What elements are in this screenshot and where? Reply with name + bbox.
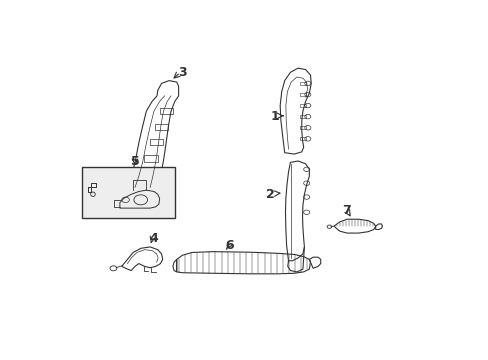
Bar (300, 82, 305, 85)
Bar (82, 167, 175, 218)
Bar (149, 139, 163, 145)
Bar (144, 156, 157, 162)
Text: 1: 1 (270, 110, 279, 123)
Bar (300, 93, 305, 96)
Bar (159, 108, 173, 114)
Text: 6: 6 (225, 239, 234, 252)
Text: 7: 7 (341, 204, 350, 217)
Bar (300, 126, 305, 129)
Text: 5: 5 (130, 154, 139, 167)
Bar (154, 123, 168, 130)
Text: 2: 2 (266, 188, 275, 201)
Bar (300, 115, 305, 118)
Text: 4: 4 (149, 232, 158, 245)
Text: 3: 3 (178, 66, 186, 79)
Bar (300, 138, 305, 140)
Bar (300, 104, 305, 107)
Bar (138, 174, 152, 180)
